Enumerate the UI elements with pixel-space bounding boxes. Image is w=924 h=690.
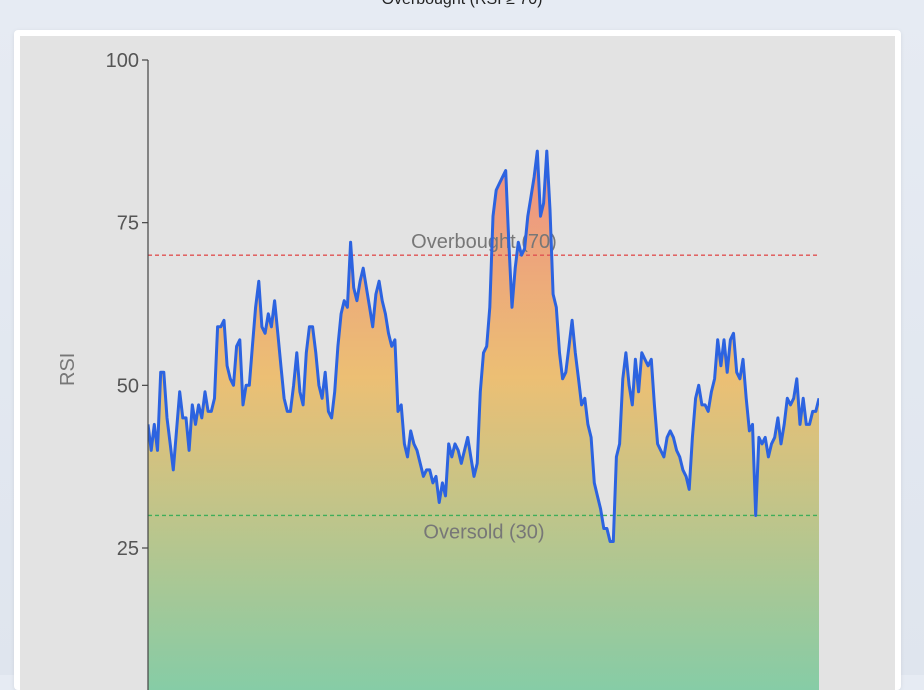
y-tick-label: 75 bbox=[117, 213, 139, 235]
rsi-line bbox=[148, 149, 819, 543]
y-axis-label: RSI bbox=[57, 353, 79, 386]
y-tick-label: 25 bbox=[117, 538, 139, 560]
y-tick-label: 100 bbox=[106, 50, 139, 72]
rsi-area bbox=[148, 151, 819, 690]
overbought-label: Overbought (70) bbox=[411, 231, 557, 253]
chart-card: Overbought (70) Oversold (30) 25 50 75 100 RS… bbox=[14, 30, 901, 690]
rsi-chart: Overbought (70) Oversold (30) 25 50 75 100 RS… bbox=[20, 36, 895, 690]
y-tick-label: 50 bbox=[117, 375, 139, 397]
oversold-label: Oversold (30) bbox=[423, 521, 544, 543]
chart-title: Overbought (RSI ≥ 70) bbox=[0, 0, 924, 9]
